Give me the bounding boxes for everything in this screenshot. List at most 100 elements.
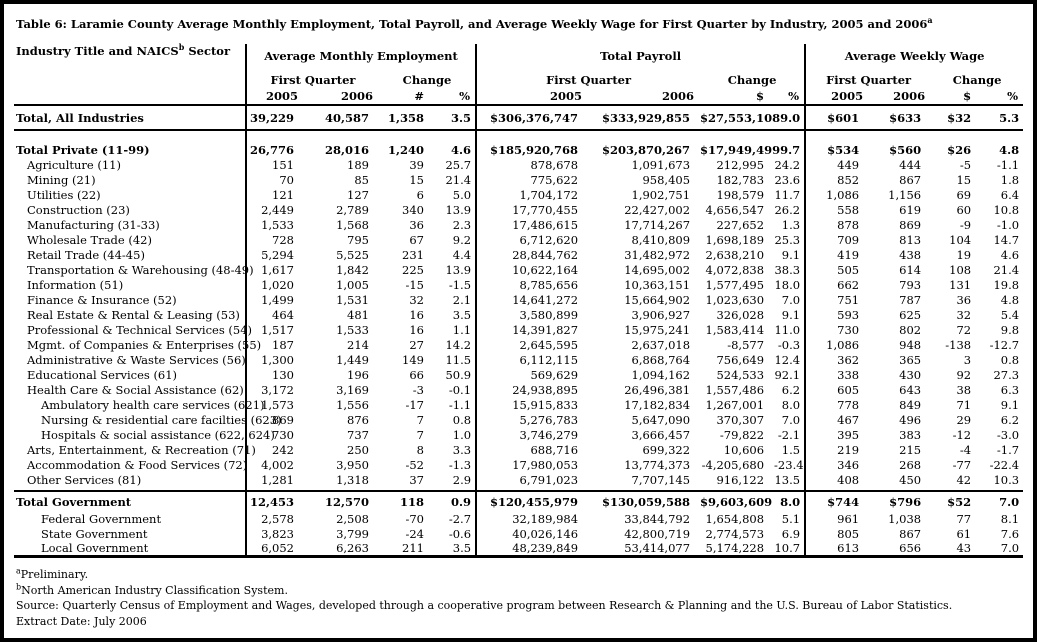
value-cell: 32 (409, 292, 424, 307)
value-cell: 104 (949, 232, 972, 247)
value-cell: 7 (416, 427, 424, 442)
value-cell: 2,638,210 (705, 247, 765, 262)
value-cell: 505 (837, 262, 860, 277)
value-cell: 27.3 (993, 367, 1020, 382)
value-cell: 688,716 (530, 442, 579, 457)
value-cell: 33,844,792 (624, 511, 691, 526)
table-row: Wholesale Trade (42) 728 795 67 9.2 6,712,620… (14, 232, 1023, 247)
value-cell: 14.2 (434, 337, 478, 352)
value-cell: 4,002 (261, 457, 294, 472)
value-cell: 9.0 (774, 105, 807, 131)
value-cell: 31,482,972 (624, 247, 691, 262)
value-cell: 15,664,902 (624, 292, 691, 307)
value-cell: 1,842 (336, 262, 369, 277)
value-cell: 36 (956, 292, 972, 307)
value-cell: $796 (889, 495, 922, 509)
value-cell: $633 (869, 105, 932, 131)
value-cell: $306,376,747 (476, 105, 589, 131)
value-cell: $333,929,855 (588, 105, 701, 131)
wage-2006-header: 2006 (869, 88, 932, 106)
industry-label: Real Estate & Rental & Leasing (53) (14, 307, 247, 322)
value-cell: -52 (405, 457, 424, 472)
value-cell: 3 (963, 352, 972, 367)
value-cell: 2.1 (434, 292, 478, 307)
value-cell: 1,318 (336, 472, 369, 487)
value-cell: 709 (837, 232, 860, 247)
value-cell: 370,307 (716, 412, 765, 427)
industry-label: Total, All Industries (14, 105, 247, 131)
value-cell: 2.3 (434, 217, 478, 232)
value-cell: 211 (379, 541, 434, 558)
value-cell: 0.9 (434, 491, 478, 511)
value-cell: 10.8 (993, 202, 1020, 217)
value-cell: 730 (272, 427, 294, 442)
value-cell: 28,844,762 (512, 247, 579, 262)
value-cell: 43 (931, 541, 982, 558)
wage-change-header: Change (952, 73, 1002, 87)
value-cell: 2,637,018 (631, 337, 691, 352)
payroll-change-percent-header: % (774, 88, 807, 106)
value-cell: -12 (952, 427, 972, 442)
value-cell: 775,622 (530, 172, 579, 187)
value-cell: 6,712,620 (519, 232, 579, 247)
industry-label: Total Government (14, 491, 247, 511)
value-cell: 3.5 (434, 541, 478, 558)
value-cell: 15,915,833 (512, 397, 579, 412)
value-cell: 813 (899, 232, 922, 247)
value-cell: 9.7 (774, 142, 807, 157)
value-cell: 6,263 (304, 541, 379, 558)
value-cell: 795 (347, 232, 369, 247)
value-cell: 48,239,849 (476, 541, 589, 558)
spacer-cell (805, 487, 1024, 492)
value-cell: $52 (947, 495, 972, 509)
wage-first-quarter-header: First Quarter (826, 73, 912, 87)
industry-label: Other Services (81) (14, 472, 247, 487)
industry-label: Administrative & Waste Services (56) (14, 352, 247, 367)
table-row: Total Private (11-99) 26,776 28,016 1,240 4.… (14, 142, 1023, 157)
table-row: Manufacturing (31-33) 1,533 1,568 36 2.3 17,4… (14, 217, 1023, 232)
industry-label: Total Private (11-99) (14, 142, 247, 157)
payroll-change-header: Change (700, 64, 807, 88)
value-cell: 39 (409, 157, 424, 172)
value-cell: 737 (347, 427, 369, 442)
value-cell: 10.3 (993, 472, 1020, 487)
value-cell: 225 (402, 262, 424, 277)
wage-2005-header: 2005 (805, 88, 870, 106)
value-cell: 50.9 (434, 367, 478, 382)
industry-data-table: Industry Title and NAICSb Sector Average… (14, 43, 1024, 558)
group-header-average-monthly-employment: Average Monthly Employment (246, 44, 478, 64)
value-cell: 1,156 (888, 187, 922, 202)
value-cell: 365 (899, 352, 922, 367)
value-cell: -15 (405, 277, 424, 292)
value-cell: 39,229 (246, 105, 304, 131)
value-cell: 1,556 (336, 397, 369, 412)
value-cell: 605 (837, 382, 860, 397)
footnote: aPreliminary. (16, 566, 89, 581)
value-cell: 0.8 (434, 412, 478, 427)
value-cell: 3,906,927 (631, 307, 691, 322)
value-cell: 9.2 (434, 232, 478, 247)
value-cell: 25.3 (774, 232, 807, 247)
value-cell: 5,294 (261, 247, 294, 262)
value-cell: 444 (899, 157, 922, 172)
value-cell: 662 (837, 277, 860, 292)
table-row: Educational Services (61) 130 196 66 50.9 569… (14, 367, 1023, 382)
value-cell: $560 (889, 142, 922, 157)
value-cell: 1,267,001 (705, 397, 765, 412)
title-superscript: a (927, 15, 933, 26)
spacer-cell (14, 487, 247, 492)
industry-label: Finance & Insurance (52) (14, 292, 247, 307)
payroll-2006-header: 2006 (588, 88, 701, 106)
value-cell: 728 (272, 232, 294, 247)
value-cell: 6 (416, 187, 424, 202)
value-cell: 4.6 (434, 142, 478, 157)
value-cell: 467 (837, 412, 860, 427)
industry-header-text: Industry Title and NAICS (16, 44, 179, 58)
value-cell: 948 (899, 337, 922, 352)
value-cell: 32,189,984 (512, 511, 579, 526)
value-cell: -9 (959, 217, 972, 232)
value-cell: 362 (837, 352, 860, 367)
value-cell: 4,656,547 (705, 202, 765, 217)
value-cell: 876 (347, 412, 369, 427)
value-cell: 1.5 (774, 442, 807, 457)
